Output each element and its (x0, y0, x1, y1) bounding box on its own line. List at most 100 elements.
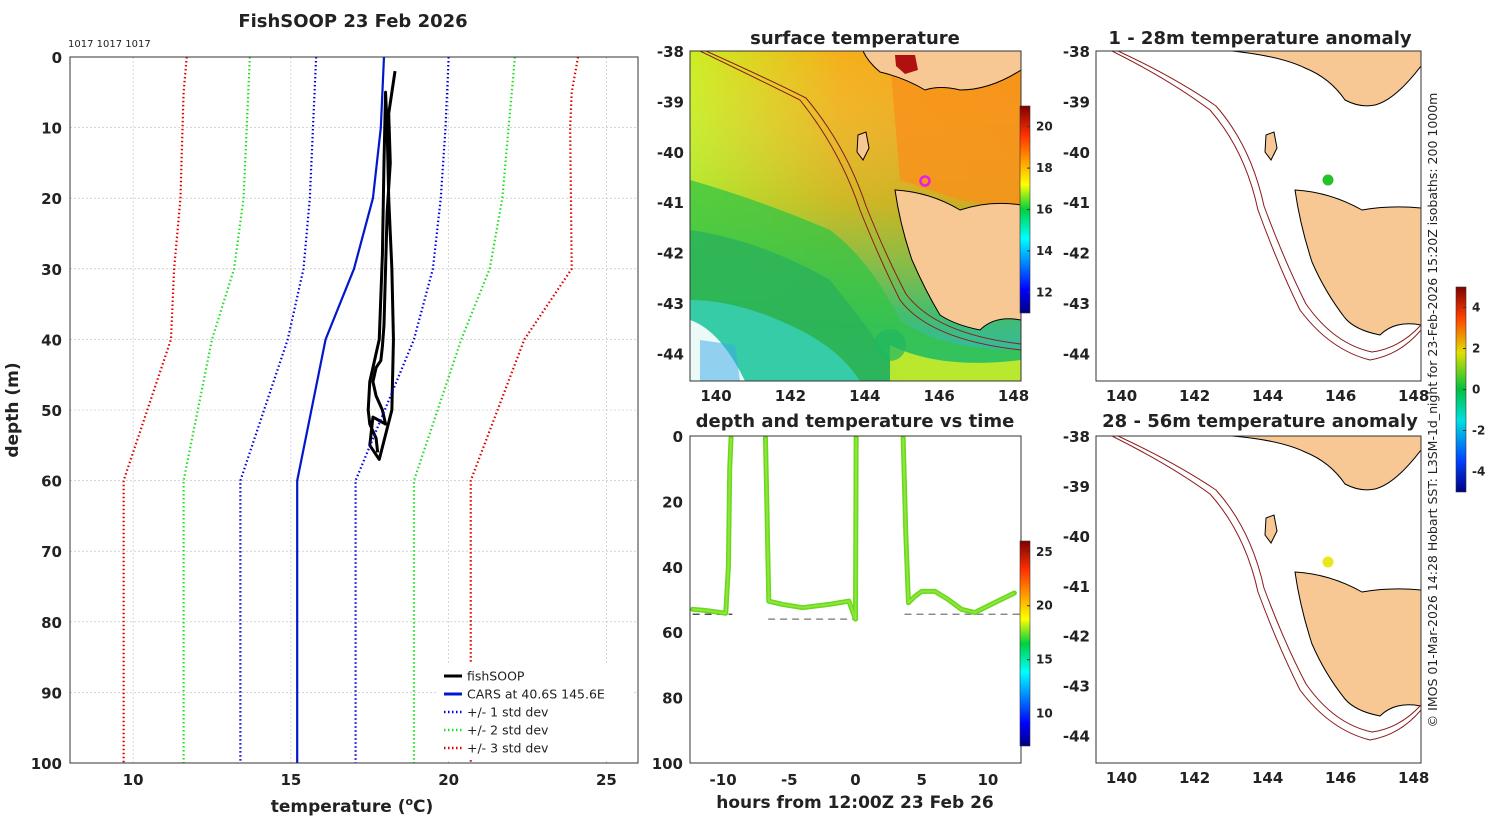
profile-xtick: 20 (438, 771, 459, 789)
sst-xtick: 146 (924, 387, 955, 405)
profile-xtick: 10 (123, 771, 144, 789)
depth-time-panel: depth and temperature vs time 10 15 20 25 -1… (652, 411, 1053, 813)
anomaly-deep-xtick: 148 (1398, 769, 1429, 787)
profile-xlabel: temperature (oC) (271, 795, 434, 817)
anomaly-shallow-ytick: -38 (1063, 43, 1090, 61)
anomaly-shallow-xtick: 146 (1325, 387, 1356, 405)
anomaly-shallow-ytick: -43 (1063, 295, 1090, 313)
sst-colorbar-tick: 20 (1036, 120, 1053, 134)
anomaly-deep-ytick: -42 (1063, 628, 1090, 646)
profile-ytick: 80 (41, 614, 62, 632)
anomaly-shallow-ytick: -44 (1063, 345, 1090, 363)
anomaly-shallow-map (1111, 51, 1421, 361)
profile-series (122, 57, 580, 763)
sst-colorbar-tick: 18 (1036, 161, 1053, 175)
sst-ytick: -38 (657, 43, 684, 61)
profile-panel: FishSOOP 23 Feb 2026 1017 1017 1017 10 15… (3, 11, 639, 817)
anomaly-deep-ytick: -38 (1063, 428, 1090, 446)
anomaly-shallow-ytick: -41 (1063, 194, 1090, 212)
depth-time-ytick: 100 (652, 755, 683, 773)
anomaly-deep-xtick: 140 (1106, 769, 1137, 787)
anomaly-shallow-xtick: 148 (1398, 387, 1429, 405)
sst-ytick: -42 (657, 245, 684, 263)
depth-time-colorbar (1019, 540, 1031, 747)
profile-xtick: 25 (596, 771, 617, 789)
profile-ytick: 100 (31, 755, 62, 773)
sst-ytick: -40 (657, 144, 684, 162)
sst-ytick: -39 (657, 93, 684, 111)
depth-time-xlabel: hours from 12:00Z 23 Feb 26 (716, 793, 994, 813)
anomaly-shallow-ytick: -39 (1063, 93, 1090, 111)
profile-ytick: 70 (41, 543, 62, 561)
sst-ytick: -43 (657, 295, 684, 313)
depth-trace-highlight (902, 437, 1015, 614)
anomaly-deep-xtick: 144 (1252, 769, 1283, 787)
anomaly-colorbar-tick: -2 (1472, 424, 1485, 438)
legend-entry: +/- 2 std dev (467, 723, 549, 738)
profile-ytick: 50 (41, 402, 62, 420)
anomaly-deep-ytick: -39 (1063, 478, 1090, 496)
sst-map-panel: surface temperature 14 (657, 28, 1053, 405)
depth-time-colorbar-tick: 15 (1036, 653, 1053, 667)
depth-time-ytick: 40 (662, 559, 683, 577)
anomaly-shallow-ytick: -42 (1063, 245, 1090, 263)
profile-grid (70, 56, 638, 764)
anomaly-deep-ytick: -41 (1063, 578, 1090, 596)
depth-time-title: depth and temperature vs time (696, 411, 1015, 432)
depth-time-ytick: 0 (673, 428, 683, 446)
anomaly-shallow-frame (1095, 50, 1422, 382)
anomaly-deep-map (1111, 436, 1421, 741)
profile-line--3-std (469, 57, 580, 763)
profile-ytick: 30 (41, 261, 62, 279)
legend-entry: +/- 3 std dev (467, 741, 549, 756)
profile-title: FishSOOP 23 Feb 2026 (238, 11, 467, 32)
profile-line--2-std (182, 57, 251, 763)
profile-line--2-std (412, 57, 517, 763)
footer-credit: © IMOS 01-Mar-2026 14:28 Hobart SST: L3S… (1425, 93, 1440, 728)
profile-ytick: 20 (41, 190, 62, 208)
anomaly-colorbar-tick: -4 (1472, 465, 1485, 479)
anomaly-deep-xtick: 146 (1325, 769, 1356, 787)
depth-time-data (690, 436, 1021, 622)
sst-colorbar-tick: 16 (1036, 203, 1053, 217)
depth-time-colorbar-tick: 25 (1036, 545, 1053, 559)
profile-line--1-std (239, 57, 318, 763)
sst-tick-labels: 140 142 144 146 148 -38 -39 -40 -41 -42 -43 -44 12 14… (657, 43, 1053, 405)
sst-colorbar-tick: 14 (1036, 244, 1053, 258)
anomaly-colorbar-tick: 0 (1472, 383, 1480, 397)
anomaly-colorbar-tick: 4 (1472, 301, 1480, 315)
depth-trace (900, 436, 1017, 616)
anomaly-deep-ytick: -44 (1063, 728, 1090, 746)
profile-ytick: 10 (41, 120, 62, 138)
depth-trace (762, 436, 859, 622)
sst-xtick: 144 (849, 387, 880, 405)
profile-ytick: 60 (41, 473, 62, 491)
depth-time-xtick: 5 (916, 771, 926, 789)
depth-trace-highlight (692, 437, 733, 615)
profile-frame (69, 56, 639, 764)
profile-ytick: 90 (41, 684, 62, 702)
depth-time-colorbar-tick: 10 (1036, 707, 1053, 721)
anomaly-shallow-xtick: 140 (1106, 387, 1137, 405)
anomaly-deep-marker (1322, 556, 1334, 568)
anomaly-deep-xtick: 142 (1179, 769, 1210, 787)
legend-entry: +/- 1 std dev (467, 705, 549, 720)
anomaly-shallow-marker (1322, 174, 1334, 186)
depth-time-xtick: -5 (781, 771, 798, 789)
legend-entry: fishSOOP (467, 669, 525, 684)
depth-time-ytick: 80 (662, 690, 683, 708)
anomaly-shallow-xtick: 142 (1179, 387, 1210, 405)
anomaly-shallow-ytick: -40 (1063, 144, 1090, 162)
anomaly-colorbar-tick: 2 (1472, 342, 1480, 356)
anomaly-deep-tick-labels: 140 142 144 146 148 -38 -39 -40 -41 -42 -43 -44 -4 -2… (1063, 301, 1485, 788)
depth-trace-highlight (764, 437, 858, 621)
depth-time-ytick: 20 (662, 493, 683, 511)
anomaly-deep-title: 28 - 56m temperature anomaly (1102, 411, 1418, 432)
profile-line--1-std (354, 57, 450, 763)
sst-colorbar-tick: 12 (1036, 285, 1053, 299)
profile-line-fishsoop (366, 70, 397, 461)
anomaly-deep-ytick: -40 (1063, 528, 1090, 546)
profile-tick-labels: 10 15 20 25 0 10 20 30 40 50 60 70 80 90 100 (31, 49, 617, 789)
profile-ytick: 0 (52, 49, 62, 67)
